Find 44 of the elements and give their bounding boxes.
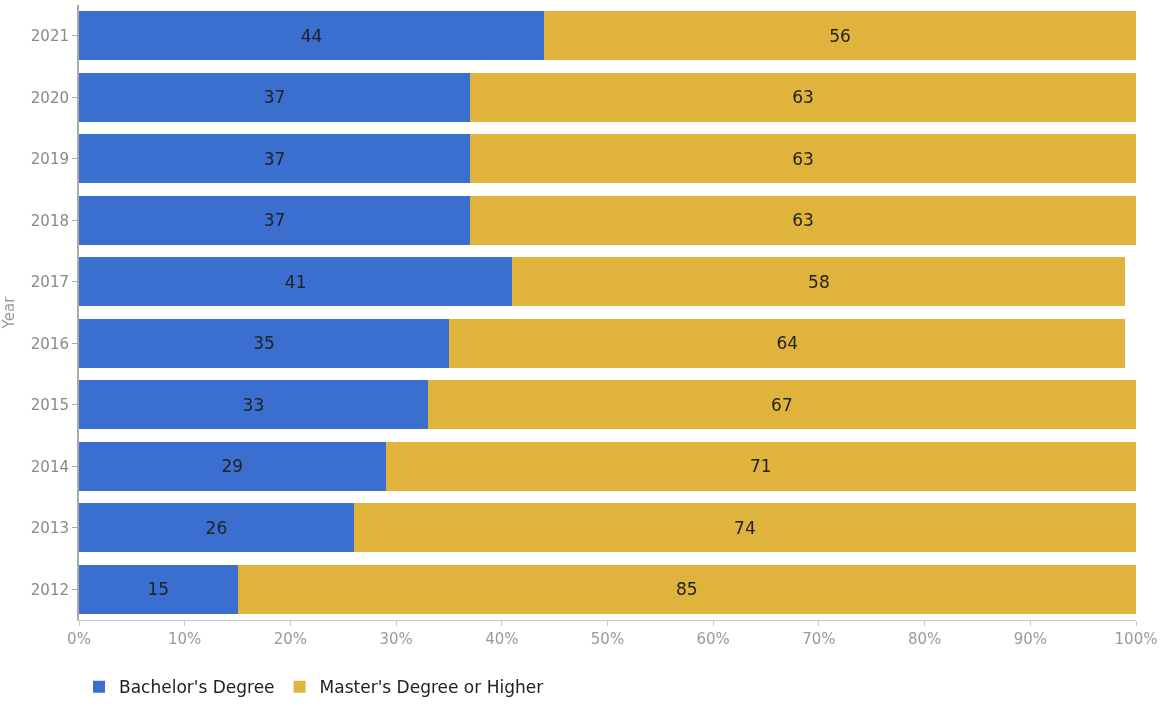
data-label: 26 [205, 517, 228, 538]
data-label: 29 [221, 456, 244, 477]
data-label: 15 [147, 579, 170, 600]
y-tick-label: 2021 [30, 27, 69, 45]
data-label: 74 [734, 517, 756, 538]
legend-label: Bachelor's Degree [119, 677, 275, 698]
data-label: 63 [792, 87, 814, 108]
x-tick-label: 20% [273, 630, 308, 648]
data-label: 37 [263, 210, 286, 231]
data-label: 37 [263, 87, 286, 108]
data-label: 33 [242, 394, 265, 415]
data-label: 56 [829, 25, 851, 46]
y-tick-label: 2019 [30, 150, 69, 168]
x-tick-label: 100% [1114, 630, 1158, 648]
data-label: 63 [792, 210, 814, 231]
data-label: 37 [263, 148, 286, 169]
x-tick-label: 80% [907, 630, 942, 648]
data-label: 35 [253, 333, 275, 354]
x-tick-label: 70% [802, 630, 836, 648]
x-tick-label: 60% [696, 630, 730, 648]
y-tick-label: 2012 [30, 580, 69, 599]
y-tick-label: 2016 [30, 334, 69, 353]
data-label: 41 [284, 271, 307, 292]
data-label: 85 [675, 579, 698, 600]
y-tick-label: 2020 [30, 88, 69, 107]
y-tick-label: 2013 [30, 519, 69, 537]
data-label: 64 [776, 333, 799, 354]
y-tick-label: 2017 [30, 273, 69, 291]
x-tick-label: 40% [485, 630, 519, 648]
legend-label: Master's Degree or Higher [319, 677, 544, 698]
x-tick-label: 50% [590, 630, 625, 648]
y-tick-label: 2015 [30, 396, 69, 414]
x-tick-label: 10% [168, 630, 202, 648]
y-tick-label: 2018 [30, 211, 69, 230]
y-axis-title: Year [0, 295, 18, 330]
x-tick-label: 0% [67, 630, 91, 648]
x-tick-label: 30% [379, 630, 413, 648]
data-label: 58 [808, 271, 830, 292]
data-label: 63 [792, 148, 814, 169]
y-tick-label: 2014 [30, 457, 69, 476]
data-label: 44 [300, 25, 323, 46]
data-label: 67 [771, 394, 793, 415]
data-label: 71 [749, 456, 772, 477]
x-tick-label: 90% [1013, 630, 1047, 648]
